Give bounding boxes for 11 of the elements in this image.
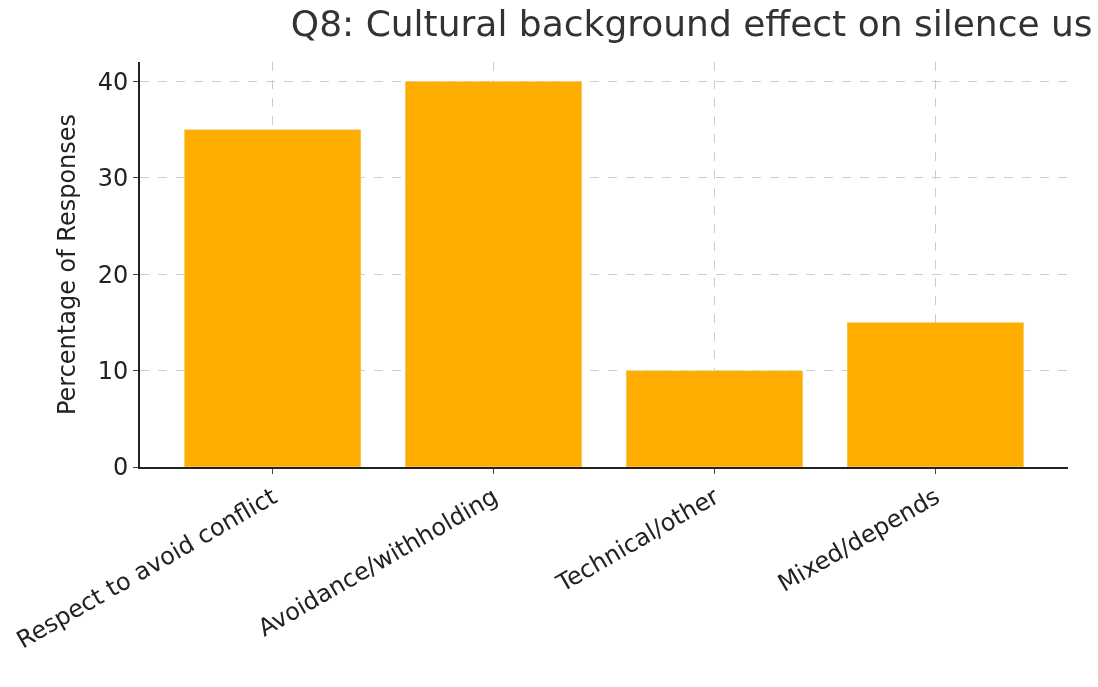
bar — [404, 81, 583, 467]
bar — [625, 370, 804, 467]
y-tick-label: 30 — [97, 164, 129, 193]
y-tick-label: 20 — [97, 260, 129, 289]
y-tick-label: 0 — [112, 453, 129, 482]
y-tick-label: 40 — [97, 67, 129, 96]
y-axis-title: Percentage of Responses — [53, 113, 82, 416]
bar — [846, 322, 1025, 467]
bar — [183, 129, 362, 467]
y-tick-label: 10 — [97, 356, 129, 385]
chart-title: Q8: Cultural background effect on silence us — [290, 2, 1093, 44]
